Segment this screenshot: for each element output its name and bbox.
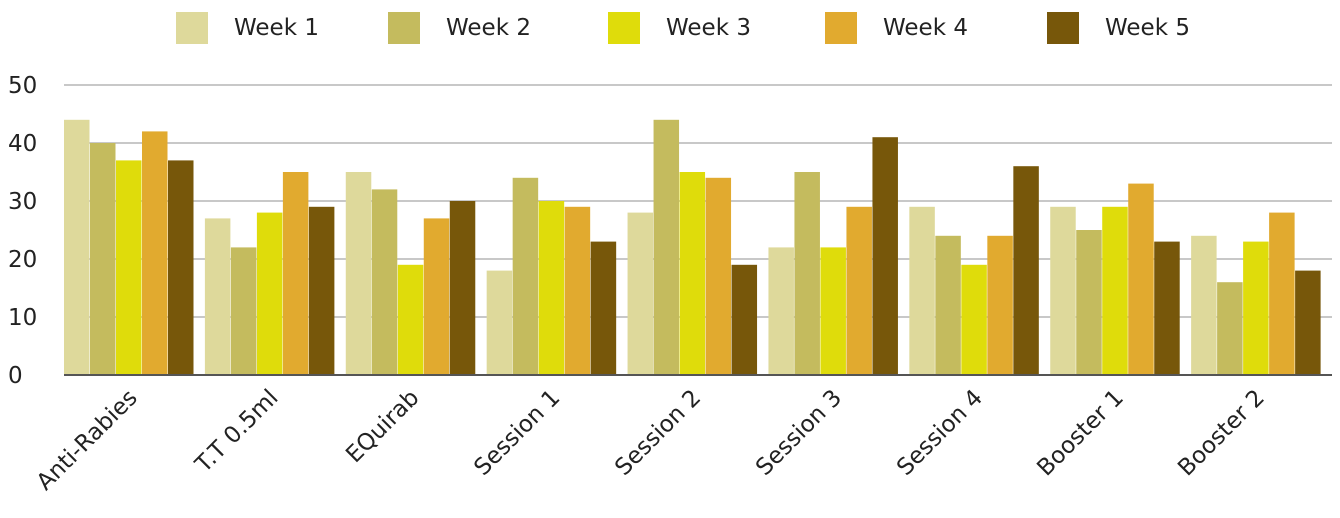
bar — [486, 270, 513, 375]
x-tick-label: Booster 1 — [1032, 385, 1129, 482]
bar — [1191, 235, 1217, 375]
bar — [627, 212, 654, 375]
bar — [679, 172, 706, 375]
y-tick-label: 40 — [8, 131, 37, 157]
chart-legend: Week 1 Week 2 Week 3 Week 4 Week 5 — [0, 0, 1340, 56]
bar — [204, 218, 231, 375]
legend-label-week-4: Week 4 — [883, 15, 968, 41]
bar — [256, 212, 283, 375]
bar — [1217, 282, 1243, 375]
legend-item-week-5: Week 5 — [1047, 12, 1190, 44]
bar — [282, 172, 309, 375]
legend-swatch-week-4 — [825, 12, 857, 44]
legend-swatch-week-1 — [176, 12, 208, 44]
bar — [987, 235, 1013, 375]
bar — [371, 189, 398, 375]
bar — [1243, 241, 1269, 375]
x-tick-label: Session 1 — [469, 385, 565, 481]
bar — [512, 177, 539, 375]
bar — [872, 137, 898, 375]
bar — [794, 172, 820, 375]
bar — [731, 264, 758, 375]
bar — [846, 206, 872, 375]
x-tick-label: EQuirab — [341, 385, 424, 468]
y-axis-ticks: 0 10 20 30 40 50 — [8, 73, 37, 389]
bar — [1050, 206, 1076, 375]
bar — [423, 218, 450, 375]
legend-item-week-4: Week 4 — [825, 12, 968, 44]
x-tick-label: T.T 0.5ml — [190, 385, 284, 479]
x-tick-label: Booster 2 — [1173, 385, 1270, 482]
bar — [1076, 230, 1102, 375]
legend-item-week-2: Week 2 — [388, 12, 531, 44]
y-tick-label: 10 — [8, 305, 37, 331]
legend-label-week-1: Week 1 — [234, 15, 319, 41]
bar — [564, 206, 591, 375]
legend-swatch-week-5 — [1047, 12, 1079, 44]
bar — [1295, 270, 1321, 375]
bar — [590, 241, 617, 375]
bar — [142, 131, 168, 375]
x-tick-label: Session 3 — [751, 385, 847, 481]
bars — [64, 119, 1321, 375]
bar — [653, 119, 680, 375]
legend-swatch-week-3 — [608, 12, 640, 44]
bar — [449, 201, 476, 375]
x-tick-label: Anti-Rabies — [32, 385, 143, 496]
legend-item-week-1: Week 1 — [176, 12, 319, 44]
bar — [538, 201, 565, 375]
bar — [116, 160, 142, 375]
bar — [308, 206, 335, 375]
bar — [705, 177, 732, 375]
x-tick-label: Session 4 — [892, 385, 988, 481]
x-tick-label: Session 2 — [610, 385, 706, 481]
bar — [1102, 206, 1128, 375]
y-tick-label: 20 — [8, 247, 37, 273]
bar — [1269, 212, 1295, 375]
x-axis-ticks: Anti-Rabies T.T 0.5ml EQuirab Session 1 Sess… — [32, 385, 1270, 496]
y-tick-label: 0 — [8, 363, 23, 389]
bar — [961, 264, 987, 375]
legend-item-week-3: Week 3 — [608, 12, 751, 44]
bar — [345, 172, 372, 375]
y-tick-label: 30 — [8, 189, 37, 215]
bar — [1128, 183, 1154, 375]
bar — [1154, 241, 1180, 375]
bar — [820, 247, 846, 375]
legend-swatch-week-2 — [388, 12, 420, 44]
bar — [90, 143, 116, 375]
bar — [168, 160, 194, 375]
y-tick-label: 50 — [8, 73, 37, 99]
bar — [397, 264, 424, 375]
bar — [1013, 166, 1039, 375]
legend-label-week-5: Week 5 — [1105, 15, 1190, 41]
legend-label-week-2: Week 2 — [446, 15, 531, 41]
bar — [768, 247, 794, 375]
bar — [909, 206, 935, 375]
legend-label-week-3: Week 3 — [666, 15, 751, 41]
bar — [64, 119, 90, 375]
bar — [935, 235, 961, 375]
bar — [230, 247, 257, 375]
